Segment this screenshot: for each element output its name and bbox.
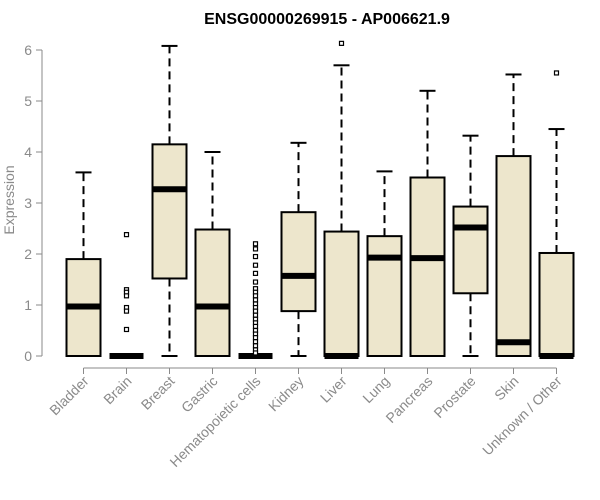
outlier-point [252, 339, 259, 345]
outlier-point [252, 293, 259, 299]
y-tick-label: 2 [24, 246, 32, 262]
box-group [151, 44, 188, 357]
outlier-point [252, 308, 259, 314]
outlier-point [252, 350, 259, 356]
box-body [323, 230, 360, 357]
x-tick-label: Lung [359, 373, 392, 406]
box-group [194, 151, 231, 358]
outlier-point [338, 40, 345, 46]
y-tick-label: 3 [24, 195, 32, 211]
outlier-point [252, 270, 259, 276]
x-tick-label: Kidney [265, 373, 307, 415]
box-group [366, 170, 403, 357]
box-body [452, 205, 489, 295]
outlier-point [252, 253, 259, 260]
y-tick-label: 4 [24, 144, 32, 160]
y-tick-label: 1 [24, 297, 32, 313]
box-group [280, 141, 317, 357]
outlier-point [123, 308, 130, 314]
box-body [538, 251, 575, 357]
box-body [194, 228, 231, 358]
y-tick-label: 0 [24, 348, 32, 364]
x-tick-label: Liver [317, 373, 350, 406]
box-group [452, 134, 489, 357]
x-tick-label: Gastric [178, 373, 221, 416]
box-body [366, 235, 403, 357]
box-group [538, 70, 575, 359]
outlier-point [123, 232, 130, 238]
y-axis: 0 1 2 3 4 5 6 [24, 42, 43, 364]
box-body [495, 155, 532, 357]
x-tick-label: Unknown / Other [479, 373, 565, 459]
outlier-point [252, 323, 259, 330]
x-tick-label: Brain [100, 373, 134, 407]
outlier-point [252, 262, 259, 268]
outlier-point [252, 335, 259, 341]
outlier-point [553, 70, 560, 76]
box-group [409, 89, 446, 357]
x-tick-label: Pancreas [382, 373, 435, 426]
outlier-point [123, 326, 130, 333]
box-body [409, 176, 446, 357]
outlier-point [252, 246, 259, 252]
outlier-point [252, 279, 259, 285]
x-tick-label: Bladder [46, 373, 92, 419]
box-group [109, 232, 144, 359]
outlier-point [123, 293, 130, 299]
box-group [238, 241, 273, 359]
box-group [323, 40, 360, 359]
box-body [151, 143, 188, 280]
chart-title: ENSG00000269915 - AP006621.9 [204, 11, 450, 28]
box-body [280, 211, 317, 313]
y-axis-label: Expression [1, 165, 17, 234]
outlier-point [252, 343, 259, 349]
outlier-point [252, 312, 259, 318]
box-series [65, 40, 575, 359]
x-tick-label: Breast [138, 373, 178, 413]
outlier-point [252, 297, 259, 303]
box-group [65, 171, 102, 358]
y-tick-label: 5 [24, 93, 32, 109]
y-tick-label: 6 [24, 42, 32, 58]
outlier-point [252, 241, 259, 247]
x-tick-label: Prostate [430, 373, 478, 421]
box-group [495, 73, 532, 357]
x-tick-label: Skin [491, 373, 522, 404]
